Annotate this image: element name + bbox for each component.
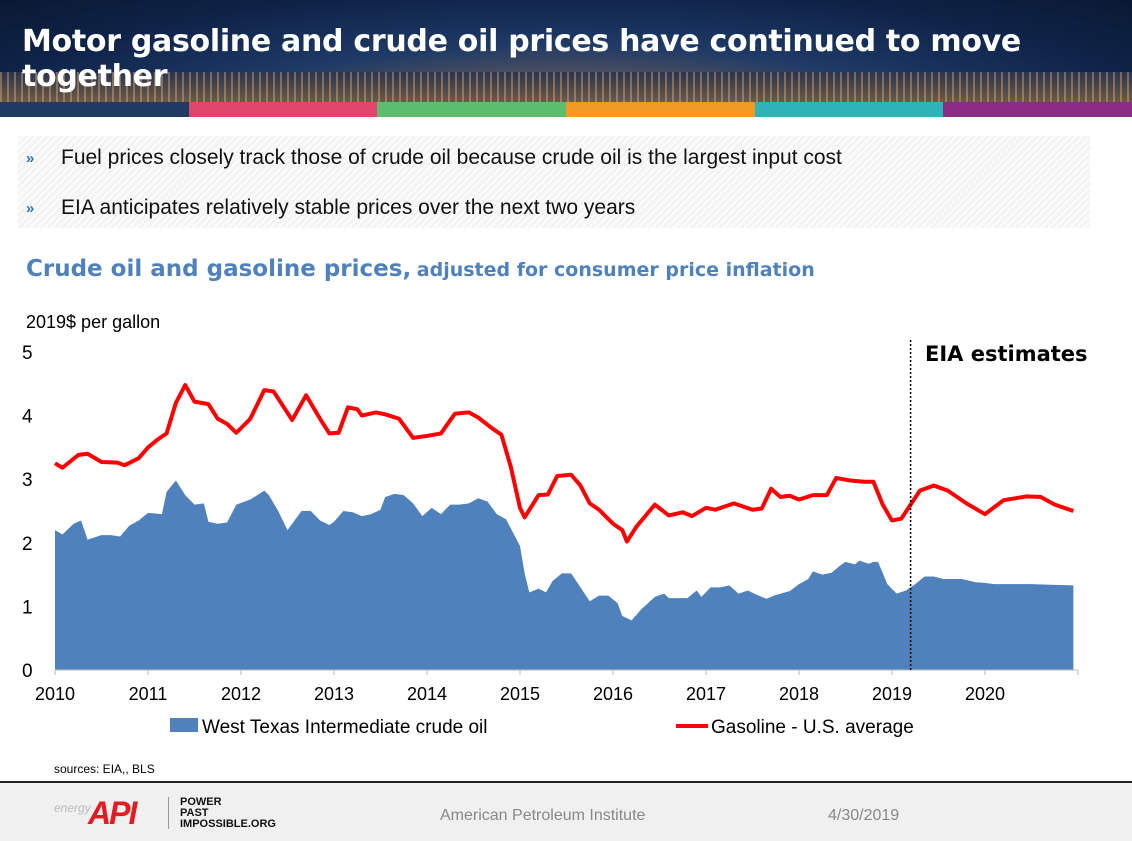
organization-name: American Petroleum Institute — [440, 807, 646, 824]
x-tick-label: 2019 — [872, 684, 912, 704]
annotation-eia-estimates: EIA estimates — [925, 342, 1088, 366]
x-tick-label: 2014 — [407, 684, 447, 704]
x-tick-label: 2013 — [314, 684, 354, 704]
y-tick-label: 2 — [22, 534, 33, 555]
wti-area — [55, 480, 1074, 670]
strip-segment — [188, 102, 378, 117]
x-tick-label: 2012 — [221, 684, 261, 704]
legend-label-wti: West Texas Intermediate crude oil — [202, 717, 488, 738]
tagline-logo: POWER PAST IMPOSSIBLE.ORG — [180, 797, 276, 830]
chart-subtitle: adjusted for consumer price inflation — [416, 259, 815, 281]
x-tick-label: 2018 — [779, 684, 819, 704]
logo-divider — [168, 797, 169, 829]
tagline-line: IMPOSSIBLE.ORG — [180, 818, 276, 830]
strip-segment — [943, 102, 1132, 117]
bullet-text: Fuel prices closely track those of crude… — [61, 146, 842, 169]
logo-energy-text: energy — [54, 801, 91, 815]
bullet-text: EIA anticipates relatively stable prices… — [61, 196, 636, 219]
tagline-line: PAST — [180, 807, 209, 819]
x-tick-label: 2020 — [965, 684, 1005, 704]
footer: energy API POWER PAST IMPOSSIBLE.ORG Ameri… — [0, 781, 1132, 841]
slide-date: 4/30/2019 — [828, 807, 900, 824]
y-tick-label: 1 — [22, 597, 33, 618]
tagline-line: POWER — [180, 796, 222, 808]
y-tick-label: 0 — [22, 661, 33, 682]
strip-segment — [754, 102, 944, 117]
bullet-item: » EIA anticipates relatively stable price… — [26, 196, 635, 220]
y-axis-label: 2019$ per gallon — [26, 312, 161, 332]
chart-title: Crude oil and gasoline prices, adjusted … — [26, 256, 815, 282]
legend-swatch-wti — [170, 718, 198, 732]
gasoline-line — [53, 383, 1074, 544]
y-tick-label: 4 — [22, 407, 33, 428]
strip-segment — [0, 102, 189, 117]
chevron-right-icon: » — [26, 149, 35, 167]
y-tick-label: 3 — [22, 470, 33, 491]
bullet-item: » Fuel prices closely track those of crud… — [26, 146, 842, 170]
x-tick-label: 2010 — [35, 684, 75, 704]
x-tick-label: 2015 — [500, 684, 540, 704]
chart-title-main: Crude oil and gasoline prices, — [26, 256, 412, 282]
y-tick-label: 5 — [22, 343, 33, 364]
sources-note: sources: EIA,, BLS — [54, 762, 155, 776]
api-logo: API — [88, 795, 137, 831]
header-banner — [0, 0, 1132, 102]
legend-label-gasoline: Gasoline - U.S. average — [711, 717, 914, 738]
x-tick-label: 2017 — [686, 684, 726, 704]
bullet-list: » Fuel prices closely track those of crud… — [18, 136, 1090, 228]
color-strip — [0, 102, 1132, 117]
x-tick-label: 2011 — [129, 684, 168, 704]
strip-segment — [566, 102, 755, 117]
strip-segment — [377, 102, 567, 117]
chevron-right-icon: » — [26, 199, 35, 217]
chart: 2010 2011 2012 2013 2014 2015 2016 2017 2018 2019… — [22, 340, 1088, 738]
x-tick-label: 2016 — [593, 684, 633, 704]
slide-title: Motor gasoline and crude oil prices have… — [22, 24, 1021, 94]
